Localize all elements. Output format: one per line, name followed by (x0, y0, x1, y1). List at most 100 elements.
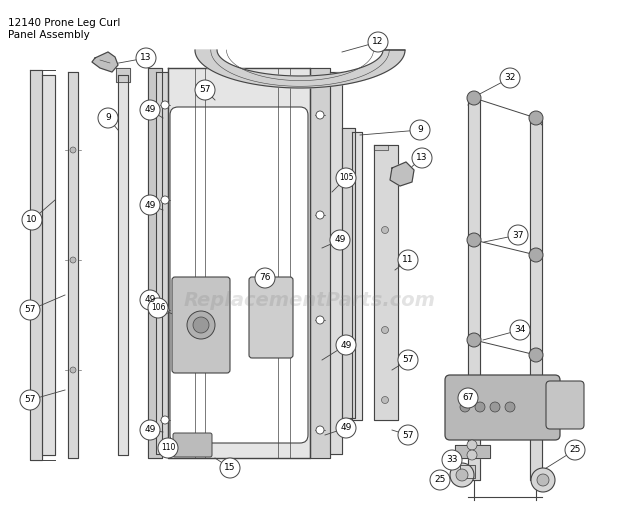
Polygon shape (374, 145, 398, 420)
Circle shape (193, 317, 209, 333)
Polygon shape (530, 120, 542, 480)
Text: 33: 33 (446, 455, 458, 464)
Circle shape (336, 168, 356, 188)
Text: 57: 57 (402, 430, 414, 439)
Circle shape (336, 335, 356, 355)
Text: 25: 25 (435, 475, 446, 484)
Circle shape (98, 108, 118, 128)
Text: 57: 57 (24, 305, 36, 314)
Circle shape (490, 402, 500, 412)
Circle shape (460, 402, 470, 412)
FancyBboxPatch shape (173, 433, 212, 457)
Polygon shape (468, 100, 480, 480)
Text: 110: 110 (161, 444, 175, 453)
Text: 34: 34 (515, 325, 526, 334)
Text: 13: 13 (416, 154, 428, 163)
Circle shape (22, 210, 42, 230)
Text: 11: 11 (402, 255, 414, 264)
Circle shape (467, 333, 481, 347)
Text: 49: 49 (144, 296, 156, 305)
Circle shape (140, 195, 160, 215)
Circle shape (187, 311, 215, 339)
Circle shape (442, 450, 462, 470)
Circle shape (195, 80, 215, 100)
Polygon shape (460, 465, 475, 478)
Circle shape (508, 225, 528, 245)
Circle shape (148, 298, 168, 318)
Polygon shape (42, 75, 55, 455)
Circle shape (20, 390, 40, 410)
Circle shape (140, 100, 160, 120)
Text: 67: 67 (463, 393, 474, 402)
Polygon shape (390, 162, 414, 186)
FancyBboxPatch shape (249, 277, 293, 358)
Circle shape (220, 458, 240, 478)
Circle shape (475, 402, 485, 412)
Circle shape (20, 300, 40, 320)
Text: 49: 49 (340, 423, 352, 432)
Polygon shape (455, 445, 490, 458)
Circle shape (255, 268, 275, 288)
Circle shape (70, 367, 76, 373)
Text: 37: 37 (512, 231, 524, 240)
Polygon shape (30, 70, 42, 460)
Circle shape (70, 257, 76, 263)
Circle shape (467, 450, 477, 460)
Circle shape (161, 196, 169, 204)
Circle shape (398, 250, 418, 270)
Text: 57: 57 (402, 356, 414, 365)
Circle shape (381, 396, 389, 403)
Text: 9: 9 (105, 113, 111, 122)
Circle shape (336, 418, 356, 438)
Polygon shape (310, 68, 330, 458)
Text: 105: 105 (339, 173, 353, 182)
Polygon shape (148, 68, 162, 458)
FancyBboxPatch shape (170, 107, 308, 443)
Circle shape (467, 233, 481, 247)
Text: 25: 25 (569, 446, 581, 455)
Circle shape (529, 111, 543, 125)
Text: 106: 106 (151, 304, 166, 313)
Circle shape (316, 316, 324, 324)
Text: 32: 32 (504, 74, 516, 83)
FancyBboxPatch shape (445, 375, 560, 440)
Polygon shape (330, 72, 342, 454)
Polygon shape (156, 72, 168, 454)
Text: Panel Assembly: Panel Assembly (8, 30, 90, 40)
FancyBboxPatch shape (172, 277, 230, 373)
Polygon shape (374, 145, 388, 150)
Circle shape (456, 469, 468, 481)
Circle shape (158, 438, 178, 458)
Circle shape (368, 32, 388, 52)
Circle shape (140, 290, 160, 310)
Circle shape (410, 120, 430, 140)
Circle shape (70, 147, 76, 153)
Circle shape (381, 326, 389, 333)
Text: 10: 10 (26, 216, 38, 225)
Circle shape (531, 468, 555, 492)
Text: 9: 9 (417, 126, 423, 135)
Circle shape (330, 230, 350, 250)
Circle shape (529, 348, 543, 362)
Text: 13: 13 (140, 54, 152, 63)
Circle shape (467, 440, 477, 450)
Circle shape (161, 306, 169, 314)
Text: 57: 57 (24, 395, 36, 404)
Circle shape (450, 463, 474, 487)
Polygon shape (118, 75, 128, 455)
Circle shape (458, 388, 478, 408)
Circle shape (398, 425, 418, 445)
Circle shape (381, 226, 389, 234)
Text: 57: 57 (199, 85, 211, 94)
Circle shape (500, 68, 520, 88)
Circle shape (430, 470, 450, 490)
Polygon shape (68, 72, 78, 458)
Circle shape (316, 211, 324, 219)
Text: 12140 Prone Leg Curl: 12140 Prone Leg Curl (8, 18, 120, 28)
Circle shape (565, 440, 585, 460)
Text: 49: 49 (144, 426, 156, 435)
Circle shape (161, 101, 169, 109)
Polygon shape (168, 68, 310, 458)
Text: 12: 12 (373, 38, 384, 47)
Circle shape (140, 420, 160, 440)
